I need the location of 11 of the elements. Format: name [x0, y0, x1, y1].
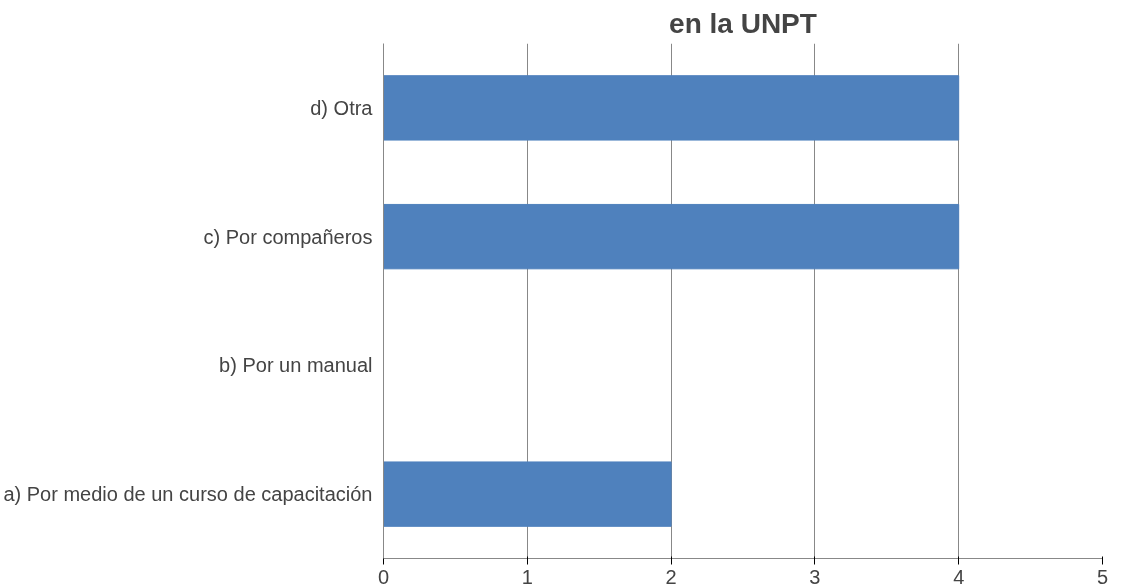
x-tick-label: 1 [521, 565, 533, 586]
y-tick-label: d) Otra [310, 96, 374, 119]
y-tick-label: c) Por compañeros [203, 225, 373, 248]
chart-title: en la UNPT [669, 7, 817, 39]
x-tick-label: 5 [1096, 565, 1109, 586]
y-tick-label: a) Por medio de un curso de capacitación [3, 483, 373, 506]
x-tick-label: 4 [953, 565, 965, 586]
x-tick-label: 2 [665, 565, 677, 586]
y-tick-label: b) Por un manual [219, 354, 373, 377]
x-tick-label: 3 [809, 565, 821, 586]
x-tick-label: 0 [377, 565, 390, 586]
